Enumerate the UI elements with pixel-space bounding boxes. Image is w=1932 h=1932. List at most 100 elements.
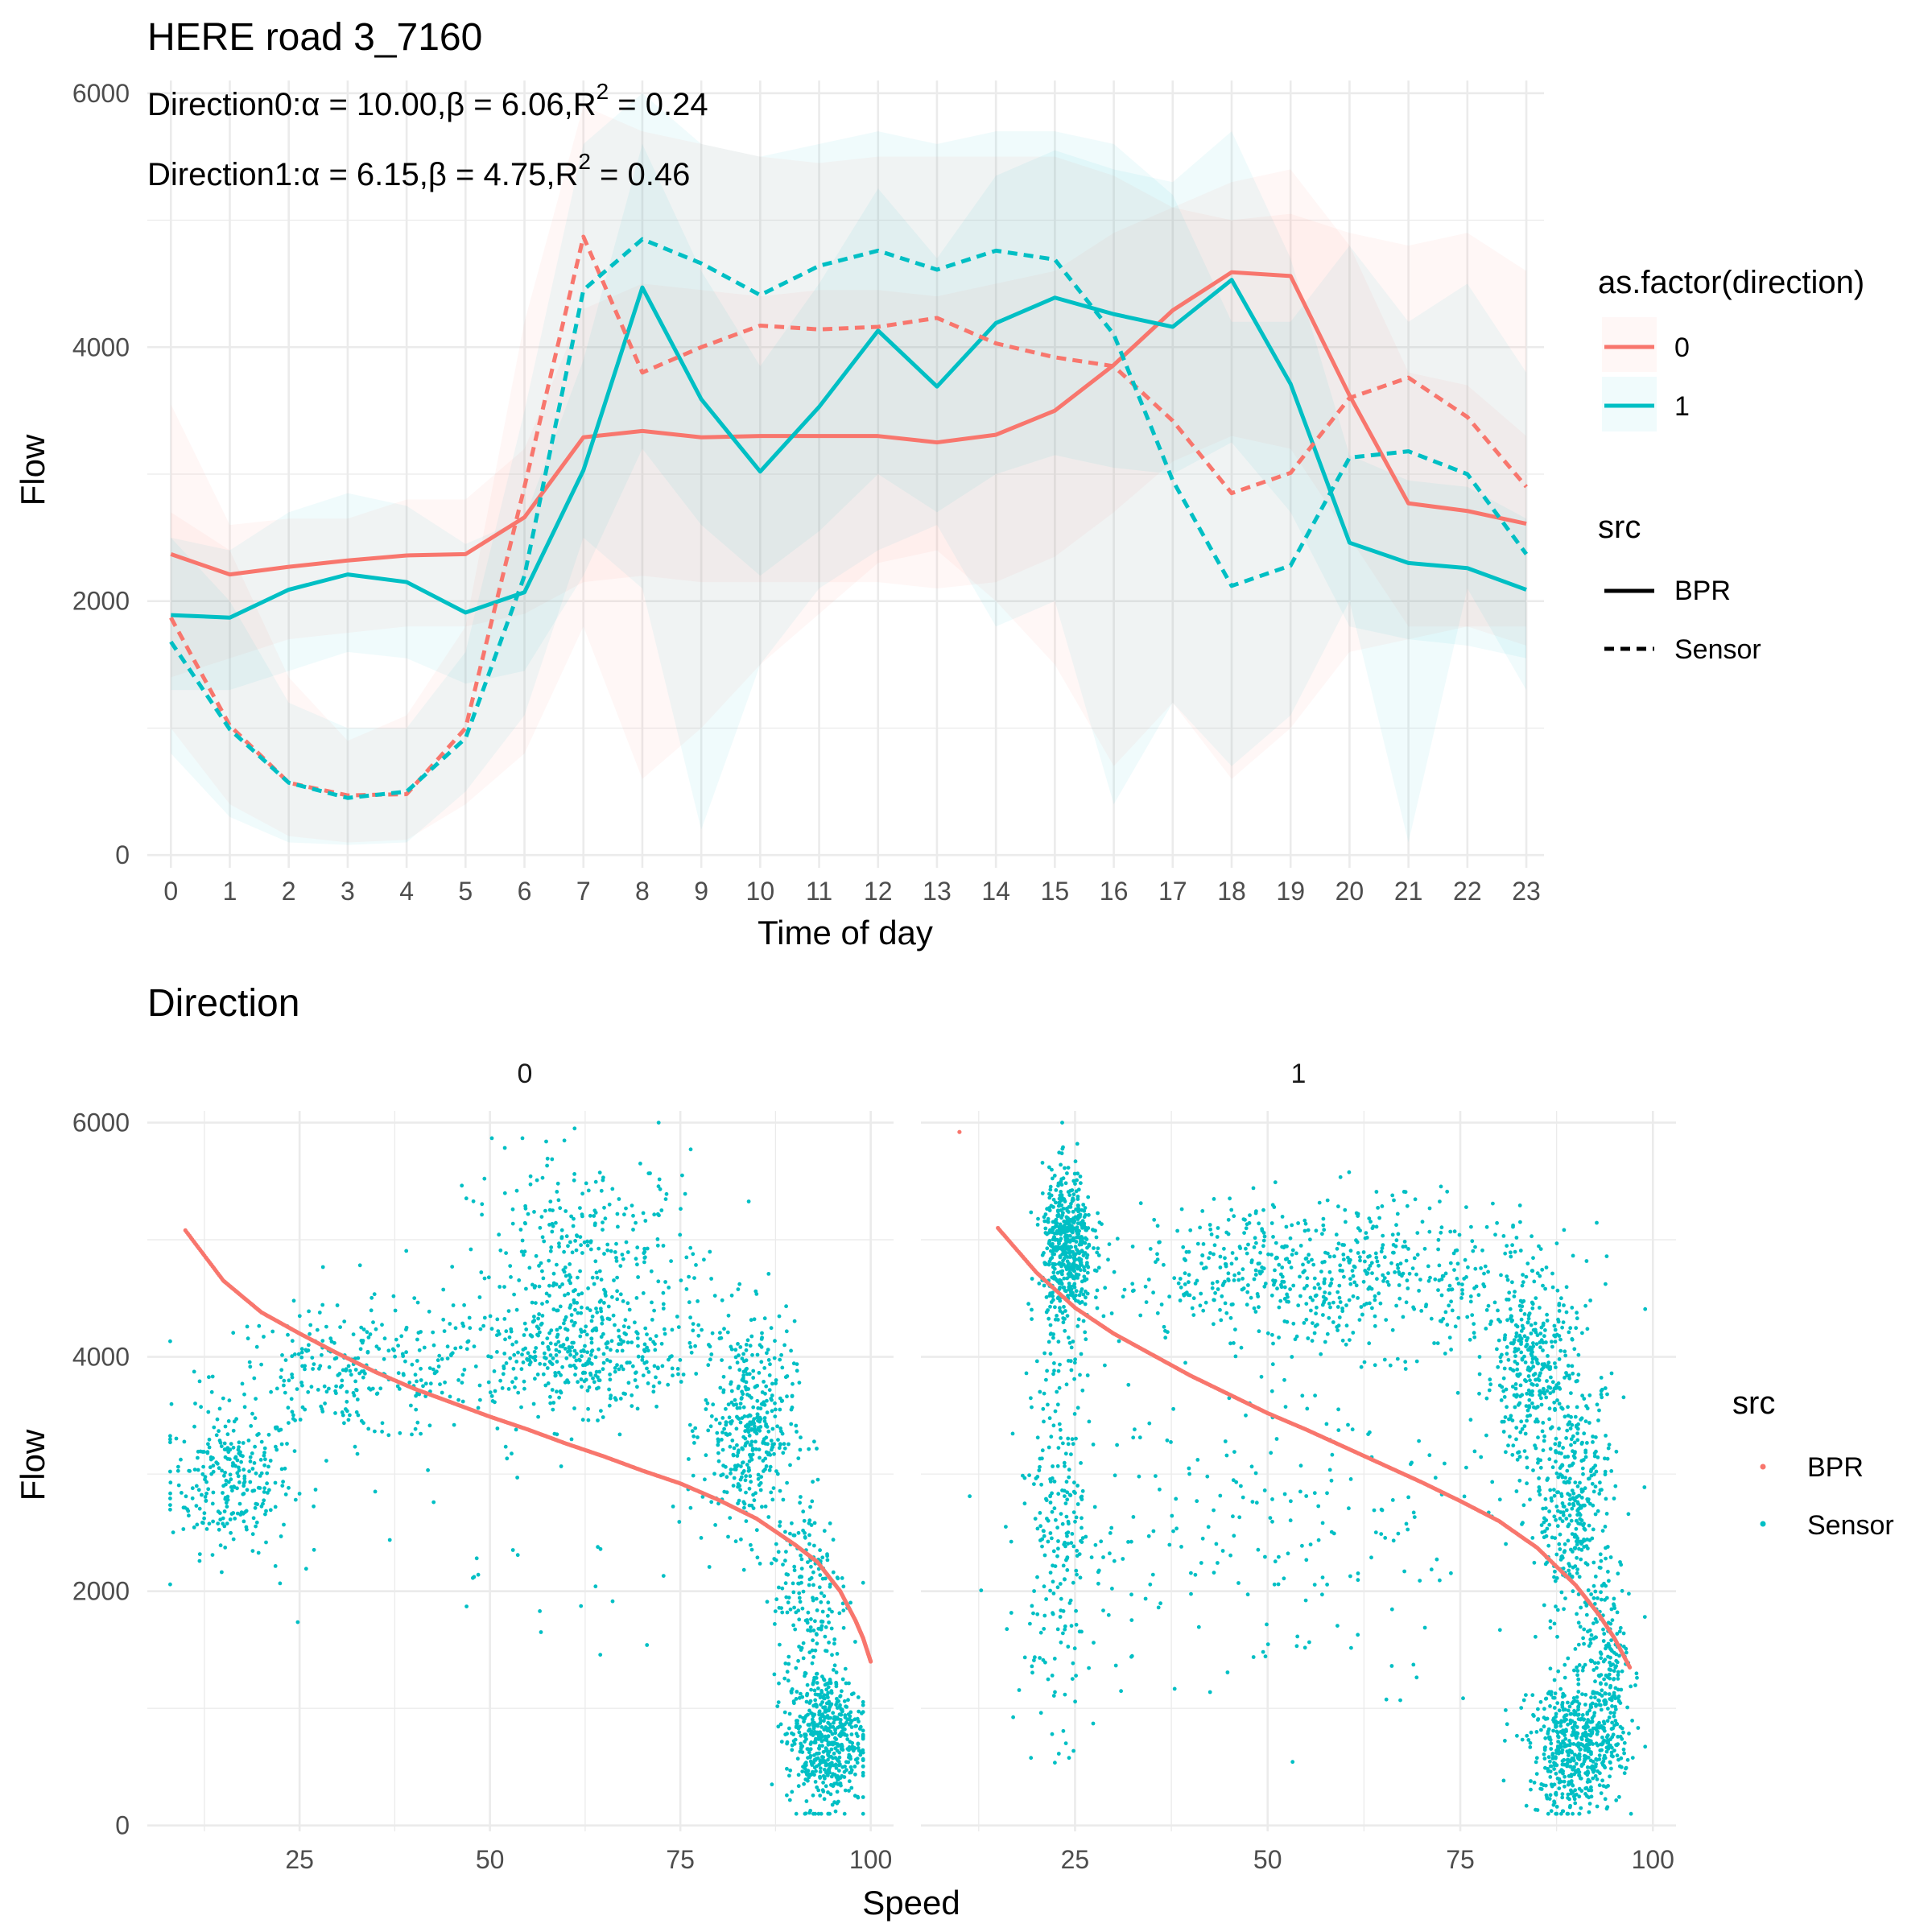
sensor-point <box>824 1710 828 1714</box>
sensor-point <box>824 1748 829 1752</box>
sensor-point <box>785 1741 789 1746</box>
sensor-point <box>340 1410 345 1414</box>
sensor-point <box>1038 1630 1043 1635</box>
sensor-point <box>1502 1395 1507 1399</box>
sensor-point <box>1607 1579 1611 1583</box>
sensor-point <box>1265 1642 1270 1646</box>
sensor-point <box>557 1241 561 1246</box>
sensor-point <box>1604 1583 1608 1588</box>
sensor-point <box>1080 1239 1085 1244</box>
sensor-point <box>1587 1538 1592 1542</box>
sensor-point <box>1366 1432 1370 1436</box>
sensor-point <box>530 1319 535 1324</box>
sensor-point <box>373 1489 378 1494</box>
sensor-point <box>1520 1323 1525 1328</box>
sensor-point <box>756 1476 761 1481</box>
sensor-point <box>728 1444 733 1449</box>
sensor-point <box>1060 1248 1064 1252</box>
sensor-point <box>217 1466 221 1471</box>
sensor-point <box>1550 1285 1555 1290</box>
sensor-point <box>228 1457 232 1462</box>
sensor-point <box>517 1278 522 1282</box>
sensor-point <box>1554 1365 1558 1369</box>
sensor-point <box>1351 1274 1356 1278</box>
sensor-point <box>295 1620 300 1624</box>
sensor-point <box>724 1431 729 1436</box>
sensor-point <box>521 1348 526 1352</box>
sensor-point <box>1206 1525 1211 1530</box>
sensor-point <box>1056 1752 1061 1756</box>
sensor-point <box>808 1753 813 1758</box>
sensor-point <box>1199 1291 1203 1296</box>
sensor-point <box>1059 1269 1063 1274</box>
sensor-point <box>550 1157 555 1162</box>
sensor-point <box>789 1422 794 1426</box>
sensor-point <box>196 1488 201 1492</box>
sensor-point <box>783 1558 787 1563</box>
sensor-point <box>1061 1176 1066 1181</box>
sensor-point <box>743 1429 748 1434</box>
sensor-point <box>1071 1290 1075 1295</box>
sensor-point <box>1503 1251 1508 1256</box>
sensor-point <box>776 1438 780 1442</box>
sensor-point <box>794 1811 799 1816</box>
sensor-point <box>562 1249 566 1254</box>
sensor-point <box>1510 1452 1515 1457</box>
sensor-point <box>351 1332 356 1336</box>
sensor-point <box>1058 1362 1062 1367</box>
sensor-point <box>1052 1266 1057 1271</box>
sensor-point <box>1534 1406 1538 1410</box>
sensor-point <box>1162 1324 1166 1329</box>
sensor-point <box>1538 1247 1543 1251</box>
sensor-point <box>822 1594 827 1599</box>
sensor-point <box>802 1518 807 1523</box>
sensor-point <box>268 1508 273 1513</box>
sensor-point <box>1276 1582 1281 1587</box>
sensor-point <box>1575 1431 1579 1435</box>
sensor-point <box>1241 1286 1246 1290</box>
sensor-point <box>1379 1507 1384 1512</box>
sensor-point <box>1520 1304 1525 1309</box>
sensor-point <box>1347 1170 1352 1174</box>
sensor-point <box>1563 1542 1567 1546</box>
sensor-point <box>1553 1406 1557 1411</box>
sensor-point <box>1517 1478 1522 1483</box>
sensor-point <box>267 1488 271 1492</box>
sensor-point <box>1085 1373 1090 1377</box>
sensor-point <box>1396 1232 1401 1236</box>
sensor-point <box>1321 1216 1326 1221</box>
sensor-point <box>1585 1327 1590 1331</box>
sensor-point <box>378 1386 383 1391</box>
sensor-point <box>1370 1306 1374 1311</box>
sensor-point <box>1377 1291 1381 1296</box>
sensor-point <box>671 1505 675 1509</box>
sensor-point <box>1418 1579 1422 1583</box>
sensor-point <box>1547 1457 1552 1462</box>
sensor-point <box>589 1336 594 1341</box>
sensor-point <box>1571 1491 1576 1496</box>
sensor-point <box>1337 1295 1342 1300</box>
sensor-point <box>508 1264 513 1268</box>
sensor-point <box>1517 1203 1522 1208</box>
sensor-point <box>1500 1419 1505 1424</box>
sensor-point <box>1049 1249 1053 1253</box>
sensor-point <box>1347 1298 1352 1302</box>
sensor-point <box>633 1378 638 1382</box>
sensor-point <box>1094 1235 1099 1240</box>
sensor-point <box>761 1459 766 1463</box>
sensor-point <box>1063 1463 1067 1468</box>
sensor-point <box>1171 1529 1175 1534</box>
sensor-point <box>692 1276 696 1280</box>
sensor-point <box>777 1585 781 1590</box>
sensor-point <box>222 1447 227 1451</box>
sensor-point <box>1287 1260 1291 1265</box>
sensor-point <box>1062 1286 1067 1290</box>
sensor-point <box>1542 1362 1546 1366</box>
sensor-point <box>1513 1405 1517 1410</box>
sensor-point <box>1464 1205 1468 1209</box>
sensor-point <box>1300 1393 1305 1398</box>
sensor-point <box>204 1498 208 1503</box>
sensor-point <box>548 1249 553 1253</box>
sensor-point <box>749 1480 753 1484</box>
sensor-point <box>826 1613 830 1618</box>
